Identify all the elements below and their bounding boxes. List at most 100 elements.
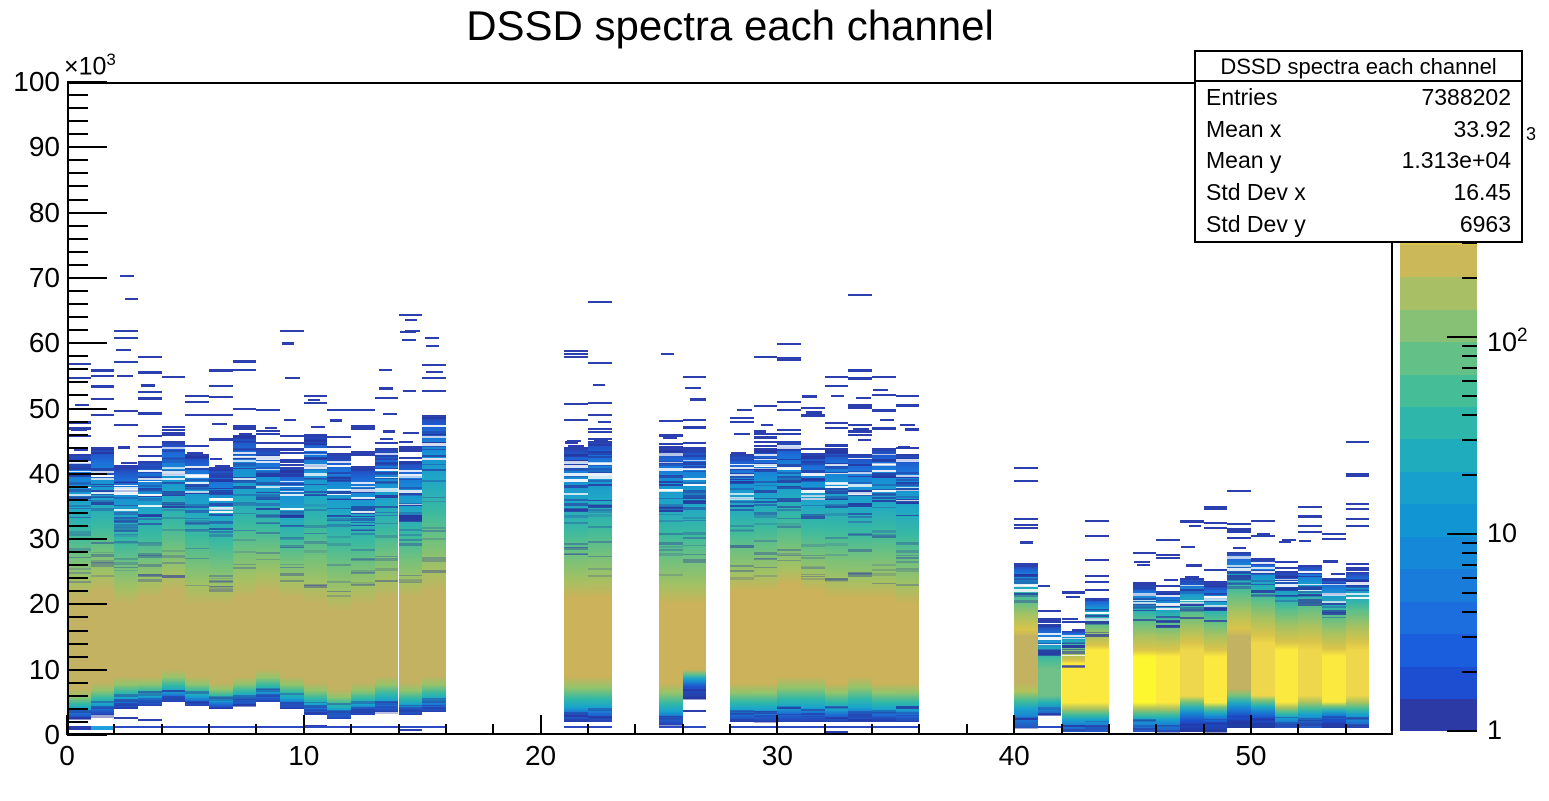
gap-stripe	[777, 445, 802, 447]
density-stripe	[1227, 571, 1251, 574]
density-stripe	[658, 507, 683, 510]
sparse-dash	[730, 417, 754, 420]
density-stripe	[114, 703, 139, 706]
density-stripe	[1179, 617, 1204, 619]
sparse-dash	[303, 395, 328, 398]
sparse-dash	[1085, 575, 1109, 578]
density-stripe	[90, 449, 115, 451]
density-stripe	[280, 482, 304, 486]
sparse-dash	[777, 400, 802, 403]
sparse-dash	[824, 444, 849, 448]
density-stripe	[777, 518, 802, 520]
sparse-dash	[114, 360, 139, 363]
gap-stripe	[753, 454, 778, 456]
density-stripe	[824, 705, 849, 708]
sparse-dash	[95, 447, 109, 450]
density-stripe	[1037, 625, 1062, 628]
density-stripe	[398, 528, 423, 531]
density-stripe	[730, 488, 754, 490]
baseline-strip	[564, 725, 588, 729]
density-stripe	[374, 580, 399, 583]
gap-stripe	[398, 475, 423, 478]
density-stripe	[824, 491, 849, 494]
density-stripe	[848, 718, 873, 721]
density-stripe	[895, 557, 920, 560]
sparse-dash	[138, 396, 162, 400]
gap-stripe	[161, 474, 186, 476]
density-stripe	[114, 540, 139, 544]
gap-stripe	[1061, 638, 1086, 640]
density-stripe	[303, 439, 328, 443]
density-stripe	[351, 558, 375, 561]
density-stripe	[374, 522, 399, 525]
stats-row-label: Std Dev y	[1206, 210, 1306, 237]
density-stripe	[67, 505, 91, 507]
density-stripe	[1274, 575, 1299, 578]
gap-stripe	[1156, 594, 1180, 597]
gap-stripe	[872, 463, 896, 466]
density-stripe	[1321, 715, 1346, 718]
gap-stripe	[232, 455, 257, 459]
density-stripe	[303, 550, 328, 554]
y-tick-label: 0	[44, 719, 60, 750]
density-stripe	[398, 494, 423, 496]
density-stripe	[374, 472, 399, 475]
density-stripe	[138, 574, 162, 578]
density-stripe	[422, 480, 446, 483]
density-stripe	[398, 710, 423, 712]
density-stripe	[185, 690, 210, 694]
density-stripe	[1085, 621, 1109, 624]
sparse-dash	[1014, 517, 1038, 520]
sparse-dash	[118, 446, 131, 450]
density-stripe	[67, 499, 91, 502]
density-stripe	[398, 574, 423, 576]
gap-stripe	[161, 471, 186, 474]
gap-stripe	[895, 499, 920, 501]
density-stripe	[351, 508, 375, 511]
density-stripe	[209, 696, 233, 699]
density-stripe	[658, 509, 683, 512]
density-stripe	[1321, 726, 1346, 728]
density-stripe	[1014, 600, 1038, 603]
density-stripe	[848, 574, 873, 577]
density-stripe	[90, 559, 115, 563]
gap-stripe	[1085, 618, 1109, 621]
gap-stripe	[1179, 600, 1204, 602]
density-stripe	[209, 487, 233, 489]
palette-band	[1400, 374, 1477, 407]
density-stripe	[138, 484, 162, 487]
density-stripe	[398, 710, 423, 712]
density-stripe	[682, 517, 707, 519]
density-stripe	[1037, 653, 1062, 656]
density-stripe	[1203, 620, 1228, 623]
density-stripe	[587, 451, 612, 455]
sparse-dash	[1203, 508, 1228, 511]
sparse-dash	[280, 459, 304, 462]
density-stripe	[848, 573, 873, 576]
gap-stripe	[161, 446, 186, 450]
gap-stripe	[1274, 580, 1299, 583]
density-stripe	[398, 578, 423, 581]
density-stripe	[256, 474, 281, 477]
density-stripe	[682, 553, 707, 555]
density-stripe	[114, 521, 139, 524]
density-stripe	[658, 718, 683, 720]
density-stripe	[374, 558, 399, 561]
density-stripe	[564, 453, 588, 457]
density-stripe	[422, 468, 446, 471]
sparse-dash	[1037, 584, 1050, 587]
density-stripe	[753, 450, 778, 454]
sparse-dash	[1014, 467, 1038, 470]
density-stripe	[90, 500, 115, 503]
sparse-dash	[1203, 583, 1228, 586]
gap-stripe	[209, 508, 233, 511]
gap-stripe	[682, 468, 707, 471]
density-stripe	[67, 496, 91, 499]
density-stripe	[895, 479, 920, 482]
density-stripe	[1179, 722, 1204, 724]
sparse-dash	[70, 429, 88, 432]
density-stripe	[1274, 582, 1299, 584]
density-stripe	[658, 463, 683, 466]
density-stripe	[209, 696, 233, 699]
baseline-strip	[280, 725, 304, 729]
